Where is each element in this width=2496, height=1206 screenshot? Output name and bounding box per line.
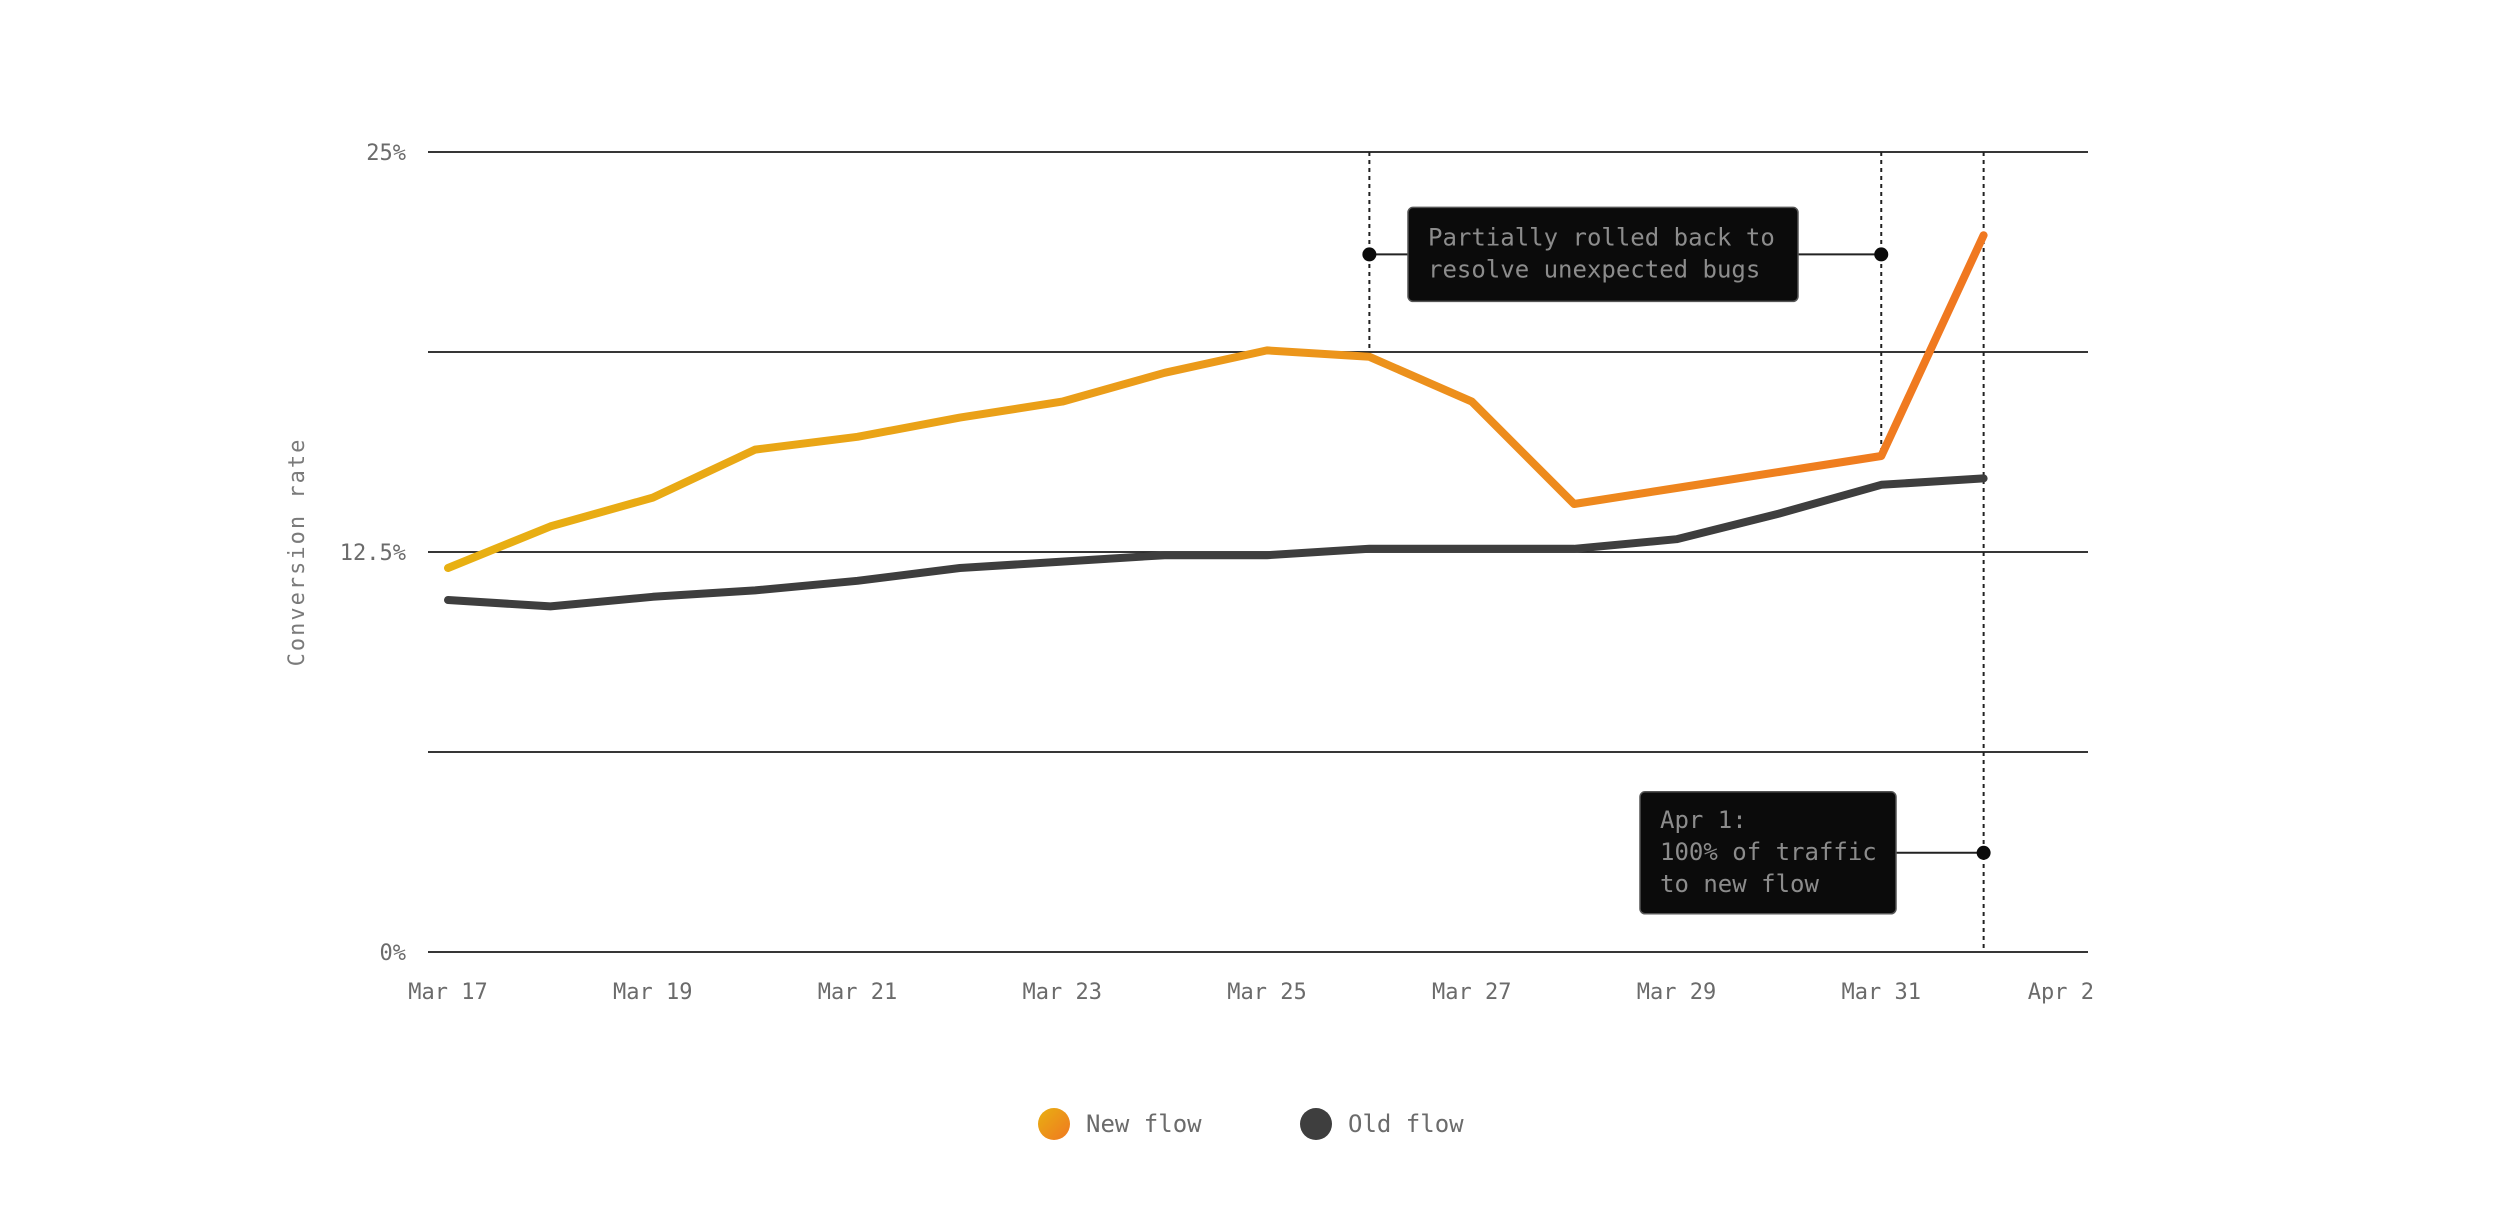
y-axis-ticks: 0% 12.5% 25% <box>340 141 406 966</box>
annotation-guides <box>1368 152 1985 952</box>
x-tick-label: Mar 17 <box>408 980 487 1005</box>
legend-item-new-flow: New flow <box>1038 1108 1202 1140</box>
annotation-box-apr1 <box>1639 791 1897 915</box>
legend-swatch <box>1038 1108 1070 1140</box>
legend-swatch <box>1300 1108 1332 1140</box>
legend-item-old-flow: Old flow <box>1300 1108 1464 1140</box>
annotation-dot <box>1362 247 1377 262</box>
series-line-new-flow <box>444 231 1988 572</box>
annotation-text: Partially rolled back to <box>1428 223 1775 251</box>
annotation-text: resolve unexpected bugs <box>1428 255 1760 283</box>
legend-label: New flow <box>1086 1110 1202 1138</box>
annotation-text: Apr 1: <box>1660 806 1747 834</box>
annotation-dot <box>1976 845 1991 860</box>
x-tick-label: Mar 21 <box>818 980 897 1005</box>
x-tick-label: Mar 19 <box>613 980 692 1005</box>
legend-label: Old flow <box>1348 1110 1464 1138</box>
y-tick-label: 12.5% <box>340 541 406 566</box>
annotation-text: to new flow <box>1660 870 1819 898</box>
y-tick-label: 0% <box>380 941 407 966</box>
x-tick-label: Mar 25 <box>1227 980 1306 1005</box>
series-lines <box>444 231 1988 611</box>
x-axis-ticks: Mar 17 Mar 19 Mar 21 Mar 23 Mar 25 Mar 27 Mar … <box>408 980 2094 1005</box>
annotation-box-rollback <box>1407 206 1799 303</box>
y-tick-label: 25% <box>366 141 406 166</box>
x-tick-label: Mar 23 <box>1023 980 1102 1005</box>
legend: New flow Old flow <box>1038 1108 1464 1140</box>
x-tick-label: Mar 29 <box>1637 980 1716 1005</box>
x-tick-label: Apr 2 <box>2028 980 2094 1005</box>
x-tick-label: Mar 31 <box>1842 980 1921 1005</box>
annotation-text: 100% of traffic <box>1660 838 1877 866</box>
series-line-old-flow <box>444 474 1988 611</box>
annotation-dot <box>1874 247 1889 262</box>
annotations: Partially rolled back to resolve unexpect… <box>1362 206 1991 915</box>
x-tick-label: Mar 27 <box>1432 980 1511 1005</box>
y-axis-label: Conversion rate <box>285 438 310 667</box>
